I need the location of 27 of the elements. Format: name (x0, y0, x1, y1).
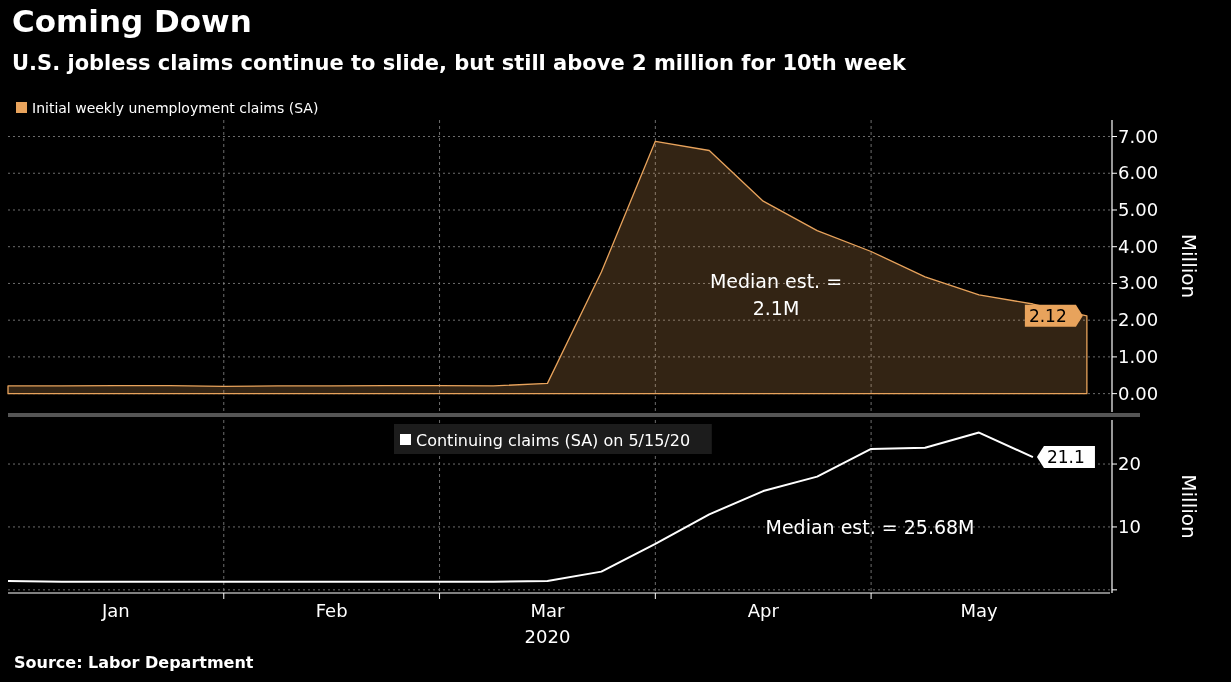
y-tick-label: 3.00 (1118, 272, 1159, 294)
source-note: Source: Labor Department (14, 653, 254, 672)
annotation: Median est. = 25.68M (765, 516, 975, 538)
y-axis-title: Million (1177, 474, 1201, 539)
legend-label: Continuing claims (SA) on 5/15/20 (416, 431, 691, 450)
y-tick-label: 6.00 (1118, 162, 1159, 184)
legend-label: Initial weekly unemployment claims (SA) (32, 100, 319, 116)
y-tick-label: 0.00 (1118, 382, 1159, 404)
x-tick-label: May (960, 600, 998, 621)
chart-subtitle: U.S. jobless claims continue to slide, but still above 2 million for 10th week (12, 51, 907, 75)
y-tick-label: 7.00 (1118, 125, 1159, 147)
chart-title: Coming Down (12, 3, 252, 39)
y-tick-label: 5.00 (1118, 198, 1159, 220)
y-tick-label: 2.00 (1118, 309, 1159, 331)
annotation: Median est. = 2.1M (709, 270, 843, 319)
y-tick-label: 1.00 (1118, 345, 1159, 367)
data-label: 2.12 (1028, 305, 1067, 326)
x-tick-label: Mar 2020 (524, 600, 571, 647)
x-tick-label: Jan (101, 600, 130, 621)
x-tick-label: Apr (747, 600, 780, 621)
data-label: 21.1 (1046, 447, 1085, 468)
y-tick-label: 10 (1118, 515, 1141, 537)
x-tick-label: Feb (315, 600, 348, 621)
y-axis-title: Million (1177, 233, 1201, 299)
line-series (7, 431, 1034, 583)
y-tick-label: 20 (1118, 453, 1141, 475)
y-tick-label: 4.00 (1118, 235, 1159, 257)
